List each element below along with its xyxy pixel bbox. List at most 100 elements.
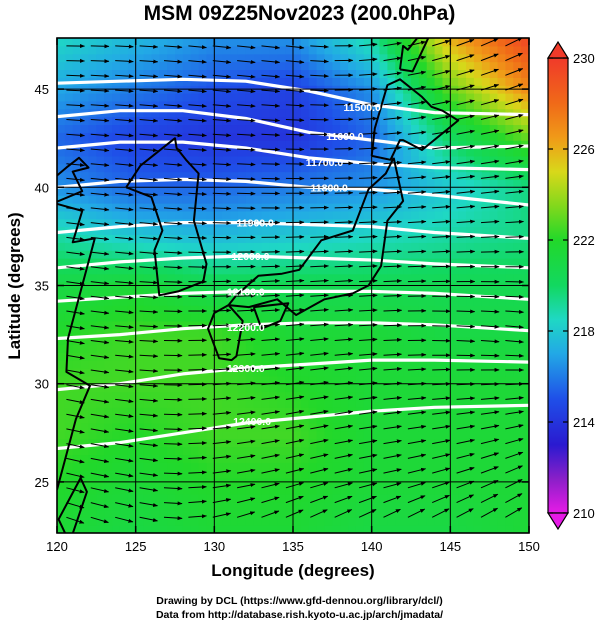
- heat-cell: [434, 493, 444, 503]
- wind-arrow: [383, 508, 401, 518]
- heat-cell: [119, 163, 129, 173]
- wind-arrow: [310, 249, 329, 254]
- heat-cell: [513, 179, 522, 188]
- heat-cell: [206, 360, 215, 369]
- heat-cell: [348, 93, 357, 102]
- heat-cell: [151, 297, 160, 306]
- heat-cell: [450, 446, 459, 456]
- heat-cell: [395, 368, 404, 377]
- heat-cell: [119, 132, 129, 141]
- wind-arrow: [212, 308, 232, 313]
- heat-cell: [324, 368, 333, 377]
- heat-cell: [167, 320, 176, 330]
- heat-cell: [57, 336, 66, 346]
- heat-cell: [395, 399, 404, 408]
- heat-cell: [324, 485, 333, 495]
- heat-cell: [277, 258, 286, 267]
- heat-cell: [505, 195, 514, 204]
- wind-arrow: [163, 118, 183, 123]
- wind-arrow: [383, 366, 402, 371]
- heat-cell: [489, 38, 499, 47]
- heat-cell: [214, 242, 223, 251]
- wind-arrow: [358, 509, 377, 518]
- heat-cell: [387, 163, 396, 173]
- heat-cell: [324, 148, 333, 157]
- heat-cell: [379, 368, 388, 377]
- heat-cell: [521, 179, 529, 188]
- heat-cell: [473, 265, 483, 275]
- heat-cell: [64, 368, 74, 377]
- heat-cell: [230, 336, 239, 346]
- heat-cell: [64, 234, 74, 243]
- heat-cell: [237, 517, 247, 526]
- heat-cell: [293, 132, 302, 141]
- wind-arrow: [212, 512, 232, 518]
- heat-cell: [450, 391, 459, 401]
- heat-cell: [230, 391, 239, 401]
- wind-arrow: [188, 206, 207, 211]
- heat-cell: [426, 313, 436, 322]
- heat-cell: [72, 273, 82, 283]
- wind-arrow: [407, 115, 427, 120]
- heat-cell: [269, 399, 278, 408]
- wind-arrow: [212, 483, 232, 489]
- heat-cell: [442, 45, 451, 55]
- heat-cell: [119, 462, 129, 471]
- heat-cell: [96, 328, 105, 338]
- heat-cell: [395, 132, 404, 141]
- heat-cell: [119, 493, 129, 503]
- heat-cell: [340, 61, 349, 71]
- heat-cell: [324, 116, 333, 126]
- heat-cell: [230, 273, 239, 283]
- heat-cell: [222, 100, 231, 110]
- wind-arrow: [163, 412, 183, 417]
- heat-cell: [182, 124, 192, 133]
- heat-cell: [182, 187, 192, 196]
- heat-cell: [497, 313, 506, 322]
- wind-arrow: [90, 295, 110, 300]
- heat-cell: [214, 462, 223, 471]
- heat-cell: [198, 93, 208, 102]
- heat-cell: [198, 148, 208, 157]
- heat-cell: [237, 525, 247, 533]
- heat-cell: [261, 171, 270, 181]
- heat-cell: [237, 328, 247, 338]
- heat-cell: [450, 313, 459, 322]
- heat-cell: [64, 320, 74, 330]
- heat-cell: [143, 525, 152, 533]
- wind-arrow: [456, 508, 474, 518]
- heat-cell: [308, 423, 318, 432]
- heat-cell: [450, 38, 459, 47]
- heat-cell: [206, 53, 215, 63]
- heat-cell: [371, 360, 381, 369]
- heat-cell: [72, 305, 82, 314]
- heat-cell: [363, 258, 373, 267]
- wind-arrow: [310, 337, 329, 342]
- heat-cell: [481, 462, 491, 471]
- heat-cell: [206, 454, 215, 463]
- heat-cell: [214, 45, 223, 55]
- heat-cell: [96, 517, 105, 526]
- heat-cell: [473, 155, 483, 165]
- heat-cell: [206, 501, 215, 511]
- colorbar-tick-label: 210: [573, 506, 595, 521]
- heat-cell: [119, 38, 129, 47]
- heat-cell: [293, 77, 302, 86]
- heat-cell: [112, 116, 121, 126]
- heat-cell: [450, 250, 459, 259]
- heat-cell: [269, 210, 278, 220]
- wind-arrow: [115, 74, 134, 79]
- heat-cell: [300, 328, 310, 338]
- heat-cell: [245, 446, 255, 456]
- heat-cell: [308, 116, 318, 126]
- x-tick-label: 145: [439, 539, 461, 554]
- heat-cell: [198, 391, 208, 401]
- heat-cell: [112, 234, 121, 243]
- heat-cell: [513, 407, 522, 416]
- heat-cell: [261, 61, 270, 71]
- heat-cell: [308, 265, 318, 275]
- heat-cell: [497, 140, 506, 149]
- heat-cell: [167, 485, 176, 495]
- heat-cell: [285, 210, 294, 220]
- heat-cell: [434, 242, 444, 251]
